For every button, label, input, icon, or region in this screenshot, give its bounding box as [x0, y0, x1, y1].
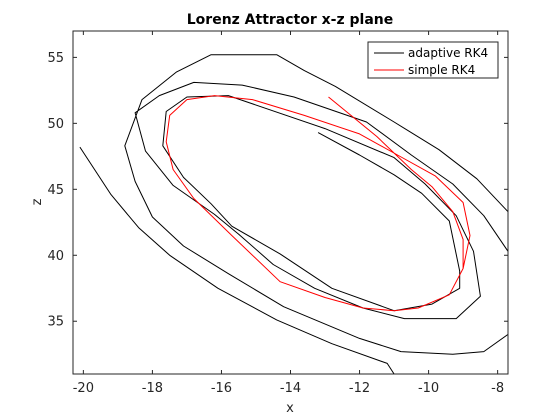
y-tick-label: 35 [47, 315, 64, 330]
x-tick-label: -20 [73, 381, 94, 396]
legend-box [367, 41, 499, 79]
x-axis-label: x [286, 401, 294, 416]
y-tick-label: 45 [47, 183, 64, 198]
legend-label-simple: simple RK4 [408, 63, 475, 77]
series-layer [79, 54, 508, 374]
x-tick-label: -18 [142, 381, 163, 396]
legend-label-adaptive: adaptive RK4 [408, 46, 488, 60]
y-tick-label: 50 [47, 117, 64, 132]
series-line-1 [165, 95, 471, 312]
series-line-0 [79, 54, 508, 374]
x-tick-label: -16 [211, 381, 232, 396]
y-axis-label: z [30, 198, 45, 205]
x-tick-label: -14 [280, 381, 301, 396]
legend: adaptive RK4 simple RK4 [367, 41, 499, 79]
x-tick-label: -8 [491, 381, 504, 396]
plot-frame [72, 30, 509, 375]
y-tick-label: 40 [47, 249, 64, 264]
chart-title: Lorenz Attractor x-z plane [187, 12, 393, 28]
axes-layer: -20 -18 -16 -14 -12 -10 -8 35 40 45 50 55 [47, 31, 508, 396]
x-tick-label: -10 [418, 381, 439, 396]
x-tick-label: -12 [349, 381, 370, 396]
y-tick-label: 55 [47, 51, 64, 66]
